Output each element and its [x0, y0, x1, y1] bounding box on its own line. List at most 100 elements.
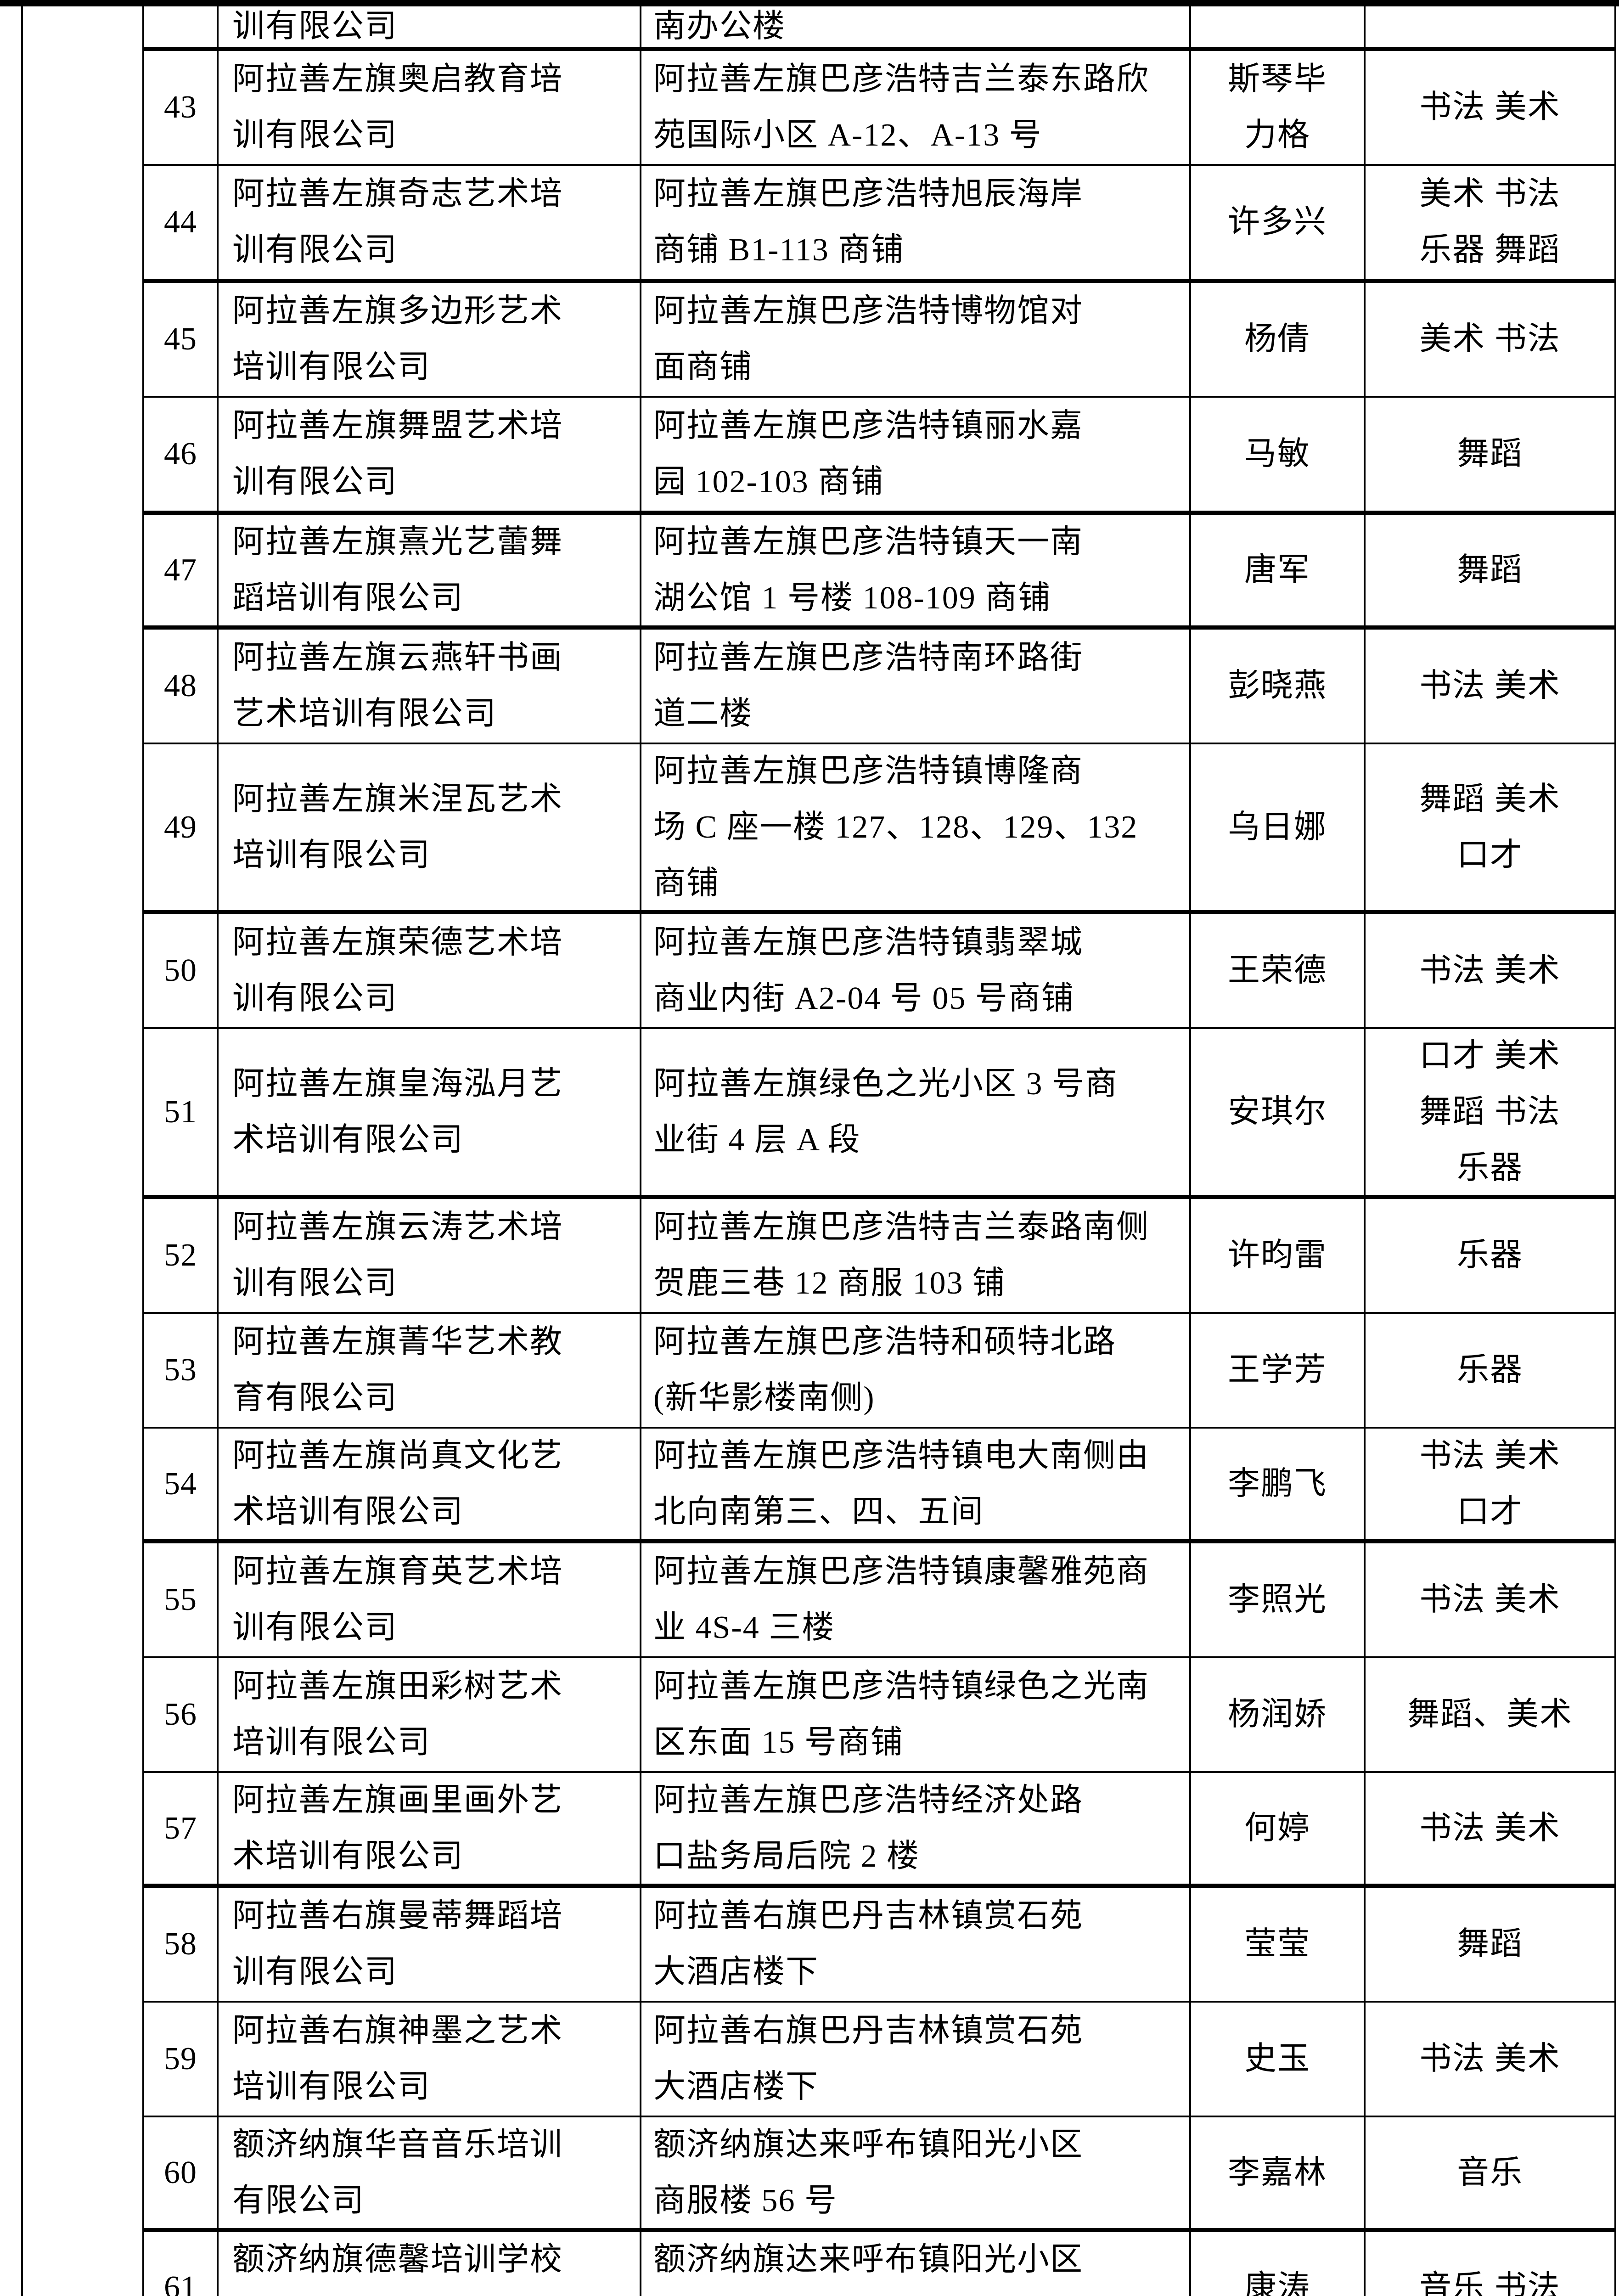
categories-cell: 书法 美术 [1366, 1543, 1616, 1656]
row-number-cell: 46 [144, 398, 219, 511]
company-name-cell: 阿拉善左旗云燕轩书画 艺术培训有限公司 [219, 630, 641, 743]
row-number-cell: 43 [144, 51, 219, 164]
table-row: 50 阿拉善左旗荣德艺术培 训有限公司 阿拉善左旗巴彦浩特镇翡翠城 商业内街 A… [144, 914, 1616, 1029]
row-number-cell: 59 [144, 2003, 219, 2116]
table-row: 56 阿拉善左旗田彩树艺术 培训有限公司 阿拉善左旗巴彦浩特镇绿色之光南 区东面… [144, 1658, 1616, 1773]
row-number-cell: 60 [144, 2117, 219, 2228]
person-cell: 王学芳 [1191, 1314, 1366, 1427]
company-name-cell: 阿拉善左旗奥启教育培 训有限公司 [219, 51, 641, 164]
table-row: 55 阿拉善左旗育英艺术培 训有限公司 阿拉善左旗巴彦浩特镇康馨雅苑商 业 4S… [144, 1543, 1616, 1658]
categories-cell [1366, 6, 1616, 47]
company-name-cell: 阿拉善左旗画里画外艺 术培训有限公司 [219, 1773, 641, 1884]
address-cell: 额济纳旗达来呼布镇阳光小区 31 号商铺 [641, 2232, 1191, 2296]
table-row: 53 阿拉善左旗菁华艺术教 育有限公司 阿拉善左旗巴彦浩特和硕特北路 (新华影楼… [144, 1314, 1616, 1429]
row-number-cell: 52 [144, 1199, 219, 1312]
categories-cell: 书法 美术 [1366, 1773, 1616, 1884]
address-cell: 阿拉善左旗巴彦浩特吉兰泰东路欣 苑国际小区 A-12、A-13 号 [641, 51, 1191, 164]
categories-cell: 书法 美术 [1366, 2003, 1616, 2116]
person-cell: 许多兴 [1191, 166, 1366, 279]
address-cell: 阿拉善左旗巴彦浩特南环路街 道二楼 [641, 630, 1191, 743]
address-cell: 阿拉善左旗巴彦浩特和硕特北路 (新华影楼南侧) [641, 1314, 1191, 1427]
company-name-cell: 阿拉善左旗多边形艺术 培训有限公司 [219, 283, 641, 396]
company-name-cell: 阿拉善左旗田彩树艺术 培训有限公司 [219, 1658, 641, 1771]
person-cell: 许昀雷 [1191, 1199, 1366, 1312]
address-cell: 阿拉善左旗巴彦浩特镇丽水嘉 园 102-103 商铺 [641, 398, 1191, 511]
address-cell: 阿拉善左旗巴彦浩特吉兰泰路南侧 贺鹿三巷 12 商服 103 铺 [641, 1199, 1191, 1312]
address-cell: 阿拉善左旗巴彦浩特镇康馨雅苑商 业 4S-4 三楼 [641, 1543, 1191, 1656]
company-name-cell: 阿拉善左旗奇志艺术培 训有限公司 [219, 166, 641, 279]
company-name-cell: 阿拉善左旗云涛艺术培 训有限公司 [219, 1199, 641, 1312]
table-row: 51 阿拉善左旗皇海泓月艺 术培训有限公司 阿拉善左旗绿色之光小区 3 号商 业… [144, 1029, 1616, 1199]
row-number-cell: 50 [144, 914, 219, 1027]
row-number-cell [144, 6, 219, 47]
company-name-cell: 阿拉善右旗神墨之艺术 培训有限公司 [219, 2003, 641, 2116]
row-number-cell: 53 [144, 1314, 219, 1427]
company-name-cell: 阿拉善左旗舞盟艺术培 训有限公司 [219, 398, 641, 511]
row-number-cell: 56 [144, 1658, 219, 1771]
row-number-cell: 55 [144, 1543, 219, 1656]
address-cell: 阿拉善左旗巴彦浩特镇天一南 湖公馆 1 号楼 108-109 商铺 [641, 515, 1191, 625]
row-number-cell: 48 [144, 630, 219, 743]
categories-cell: 书法 美术 [1366, 630, 1616, 743]
company-name-cell: 阿拉善右旗曼蒂舞蹈培 训有限公司 [219, 1888, 641, 2001]
person-cell: 安琪尔 [1191, 1029, 1366, 1195]
row-number-cell: 51 [144, 1029, 219, 1195]
row-number-cell: 54 [144, 1429, 219, 1539]
categories-cell: 音乐 书法 [1366, 2232, 1616, 2296]
person-cell: 杨润娇 [1191, 1658, 1366, 1771]
person-cell: 何婷 [1191, 1773, 1366, 1884]
categories-cell: 美术 书法 乐器 舞蹈 [1366, 166, 1616, 279]
person-cell: 杨倩 [1191, 283, 1366, 396]
page-top-border [0, 0, 1619, 6]
categories-cell: 书法 美术 口才 [1366, 1429, 1616, 1539]
person-cell: 康涛 [1191, 2232, 1366, 2296]
table-row: 52 阿拉善左旗云涛艺术培 训有限公司 阿拉善左旗巴彦浩特吉兰泰路南侧 贺鹿三巷… [144, 1199, 1616, 1314]
person-cell: 李鹏飞 [1191, 1429, 1366, 1539]
table-row: 60 额济纳旗华音音乐培训 有限公司 额济纳旗达来呼布镇阳光小区 商服楼 56 … [144, 2117, 1616, 2232]
person-cell: 王荣德 [1191, 914, 1366, 1027]
table-row: 58 阿拉善右旗曼蒂舞蹈培 训有限公司 阿拉善右旗巴丹吉林镇赏石苑 大酒店楼下 … [144, 1888, 1616, 2003]
address-cell: 阿拉善左旗绿色之光小区 3 号商 业街 4 层 A 段 [641, 1029, 1191, 1195]
table-row: 45 阿拉善左旗多边形艺术 培训有限公司 阿拉善左旗巴彦浩特博物馆对 面商铺 杨… [144, 283, 1616, 398]
table-row: 57 阿拉善左旗画里画外艺 术培训有限公司 阿拉善左旗巴彦浩特经济处路 口盐务局… [144, 1773, 1616, 1888]
company-name-cell: 阿拉善左旗米涅瓦艺术 培训有限公司 [219, 744, 641, 910]
person-cell: 马敏 [1191, 398, 1366, 511]
address-cell: 阿拉善左旗巴彦浩特博物馆对 面商铺 [641, 283, 1191, 396]
categories-cell: 舞蹈 美术 口才 [1366, 744, 1616, 910]
categories-cell: 乐器 [1366, 1199, 1616, 1312]
row-number-cell: 57 [144, 1773, 219, 1884]
company-name-cell: 训有限公司 [219, 6, 641, 47]
person-cell: 李照光 [1191, 1543, 1366, 1656]
person-cell: 李嘉林 [1191, 2117, 1366, 2228]
table-row: 46 阿拉善左旗舞盟艺术培 训有限公司 阿拉善左旗巴彦浩特镇丽水嘉 园 102-… [144, 398, 1616, 515]
table-row: 48 阿拉善左旗云燕轩书画 艺术培训有限公司 阿拉善左旗巴彦浩特南环路街 道二楼… [144, 630, 1616, 744]
address-cell: 南办公楼 [641, 6, 1191, 47]
person-cell: 斯琴毕 力格 [1191, 51, 1366, 164]
company-name-cell: 阿拉善左旗尚真文化艺 术培训有限公司 [219, 1429, 641, 1539]
categories-cell: 乐器 [1366, 1314, 1616, 1427]
company-name-cell: 阿拉善左旗荣德艺术培 训有限公司 [219, 914, 641, 1027]
person-cell: 莹莹 [1191, 1888, 1366, 2001]
row-number-cell: 45 [144, 283, 219, 396]
table-row: 44 阿拉善左旗奇志艺术培 训有限公司 阿拉善左旗巴彦浩特旭辰海岸 商铺 B1-… [144, 166, 1616, 283]
row-number-cell: 61 [144, 2232, 219, 2296]
categories-cell: 书法 美术 [1366, 914, 1616, 1027]
company-name-cell: 阿拉善左旗皇海泓月艺 术培训有限公司 [219, 1029, 641, 1195]
table-row: 49 阿拉善左旗米涅瓦艺术 培训有限公司 阿拉善左旗巴彦浩特镇博隆商 场 C 座… [144, 744, 1616, 914]
categories-cell: 口才 美术 舞蹈 书法 乐器 [1366, 1029, 1616, 1195]
person-cell: 唐军 [1191, 515, 1366, 625]
table-row: 61 额济纳旗德馨培训学校 有限公司 额济纳旗达来呼布镇阳光小区 31 号商铺 … [144, 2232, 1616, 2296]
categories-cell: 书法 美术 [1366, 51, 1616, 164]
categories-cell: 美术 书法 [1366, 283, 1616, 396]
categories-cell: 舞蹈、美术 [1366, 1658, 1616, 1771]
company-name-cell: 阿拉善左旗熹光艺蕾舞 蹈培训有限公司 [219, 515, 641, 625]
categories-cell: 舞蹈 [1366, 515, 1616, 625]
table-row: 54 阿拉善左旗尚真文化艺 术培训有限公司 阿拉善左旗巴彦浩特镇电大南侧由 北向… [144, 1429, 1616, 1543]
address-cell: 阿拉善左旗巴彦浩特旭辰海岸 商铺 B1-113 商铺 [641, 166, 1191, 279]
person-cell: 史玉 [1191, 2003, 1366, 2116]
address-cell: 阿拉善左旗巴彦浩特镇翡翠城 商业内街 A2-04 号 05 号商铺 [641, 914, 1191, 1027]
row-number-cell: 47 [144, 515, 219, 625]
address-cell: 阿拉善左旗巴彦浩特镇绿色之光南 区东面 15 号商铺 [641, 1658, 1191, 1771]
address-cell: 阿拉善右旗巴丹吉林镇赏石苑 大酒店楼下 [641, 2003, 1191, 2116]
